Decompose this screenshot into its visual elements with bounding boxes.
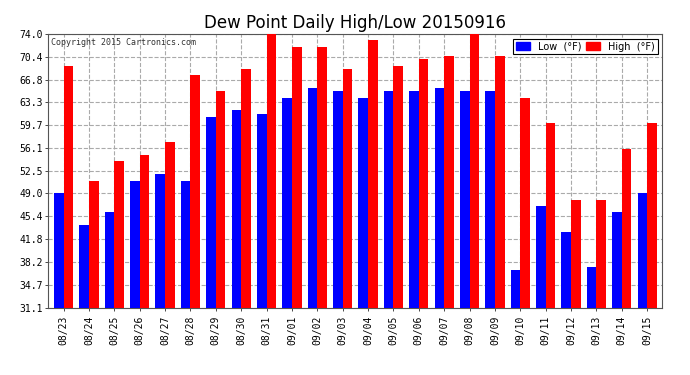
- Bar: [520, 98, 530, 308]
- Bar: [419, 59, 428, 308]
- Bar: [647, 123, 657, 308]
- Bar: [216, 91, 226, 308]
- Bar: [546, 123, 555, 308]
- Bar: [115, 161, 124, 308]
- Bar: [232, 110, 241, 308]
- Bar: [562, 232, 571, 308]
- Bar: [358, 98, 368, 308]
- Bar: [155, 174, 165, 308]
- Bar: [54, 193, 63, 308]
- Bar: [495, 56, 504, 308]
- Bar: [317, 46, 327, 308]
- Bar: [105, 212, 115, 308]
- Bar: [444, 56, 454, 308]
- Bar: [333, 91, 343, 308]
- Title: Dew Point Daily High/Low 20150916: Dew Point Daily High/Low 20150916: [204, 14, 506, 32]
- Bar: [165, 142, 175, 308]
- Bar: [292, 46, 302, 308]
- Bar: [393, 66, 403, 308]
- Bar: [384, 91, 393, 308]
- Bar: [266, 34, 276, 308]
- Bar: [190, 75, 200, 308]
- Bar: [596, 200, 606, 308]
- Bar: [63, 66, 73, 308]
- Bar: [571, 200, 581, 308]
- Bar: [241, 69, 250, 308]
- Bar: [139, 155, 149, 308]
- Bar: [435, 88, 444, 308]
- Bar: [181, 180, 190, 308]
- Bar: [282, 98, 292, 308]
- Bar: [343, 69, 353, 308]
- Bar: [460, 91, 469, 308]
- Bar: [409, 91, 419, 308]
- Bar: [485, 91, 495, 308]
- Bar: [638, 193, 647, 308]
- Bar: [612, 212, 622, 308]
- Bar: [130, 180, 139, 308]
- Legend: Low  (°F), High  (°F): Low (°F), High (°F): [513, 39, 658, 54]
- Text: Copyright 2015 Cartronics.com: Copyright 2015 Cartronics.com: [51, 38, 197, 47]
- Bar: [308, 88, 317, 308]
- Bar: [536, 206, 546, 308]
- Bar: [469, 34, 479, 308]
- Bar: [257, 114, 266, 308]
- Bar: [511, 270, 520, 308]
- Bar: [622, 148, 631, 308]
- Bar: [89, 180, 99, 308]
- Bar: [206, 117, 216, 308]
- Bar: [368, 40, 377, 308]
- Bar: [586, 267, 596, 308]
- Bar: [79, 225, 89, 308]
